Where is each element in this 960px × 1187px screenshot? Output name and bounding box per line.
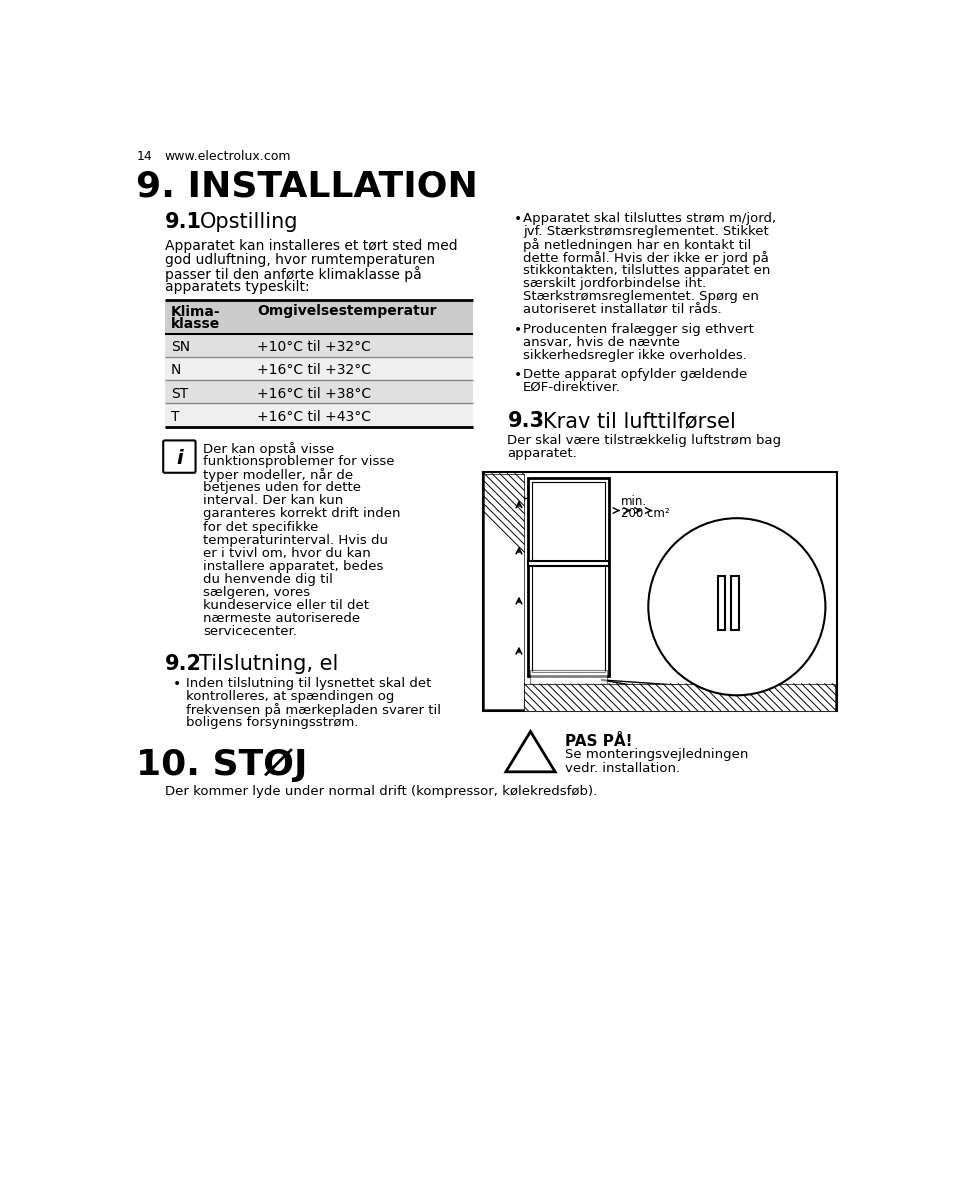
Text: betjenes uden for dette: betjenes uden for dette <box>204 481 361 494</box>
Text: 5 cm: 5 cm <box>526 484 555 497</box>
Text: N: N <box>171 363 181 377</box>
Text: apparatets typeskilt:: apparatets typeskilt: <box>165 280 309 294</box>
Bar <box>483 472 837 711</box>
Text: Der kan opstå visse: Der kan opstå visse <box>204 442 334 456</box>
Text: www.electrolux.com: www.electrolux.com <box>165 150 291 163</box>
Text: 9.2: 9.2 <box>165 654 202 674</box>
Bar <box>718 576 726 630</box>
Text: sikkerhedsregler ikke overholdes.: sikkerhedsregler ikke overholdes. <box>523 349 747 362</box>
Text: EØF-direktiver.: EØF-direktiver. <box>523 381 621 394</box>
Text: kundeservice eller til det: kundeservice eller til det <box>204 599 370 612</box>
Text: 14: 14 <box>136 150 152 163</box>
Text: autoriseret installatør til råds.: autoriseret installatør til råds. <box>523 304 722 317</box>
Text: god udluftning, hvor rumtemperaturen: god udluftning, hvor rumtemperaturen <box>165 253 435 267</box>
Text: Apparatet skal tilsluttes strøm m/jord,: Apparatet skal tilsluttes strøm m/jord, <box>523 211 776 224</box>
Text: Stærkstrømsreglementet. Spørg en: Stærkstrømsreglementet. Spørg en <box>523 291 758 304</box>
Text: T: T <box>171 410 180 424</box>
Text: Omgivelsestemperatur: Omgivelsestemperatur <box>257 304 437 318</box>
Bar <box>165 335 472 357</box>
Text: Producenten fralægger sig ethvert: Producenten fralægger sig ethvert <box>523 323 754 336</box>
Bar <box>165 380 472 404</box>
Text: min.: min. <box>620 495 647 508</box>
Text: ansvar, hvis de nævnte: ansvar, hvis de nævnte <box>523 336 680 349</box>
Text: Tilslutning, el: Tilslutning, el <box>200 654 339 674</box>
Text: dette formål. Hvis der ikke er jord på: dette formål. Hvis der ikke er jord på <box>523 250 769 265</box>
Text: særskilt jordforbindelse iht.: særskilt jordforbindelse iht. <box>523 278 706 290</box>
FancyBboxPatch shape <box>163 440 196 472</box>
Text: Der skal være tilstrækkelig luftstrøm bag: Der skal være tilstrækkelig luftstrøm ba… <box>508 434 781 447</box>
Text: temperaturinterval. Hvis du: temperaturinterval. Hvis du <box>204 534 388 546</box>
Text: for det specifikke: for det specifikke <box>204 521 319 533</box>
Text: ST: ST <box>171 387 188 400</box>
Ellipse shape <box>648 519 826 696</box>
Text: vedr. installation.: vedr. installation. <box>565 762 681 775</box>
Bar <box>530 669 608 684</box>
Bar <box>165 300 472 335</box>
Text: servicecenter.: servicecenter. <box>204 626 298 639</box>
Text: funktionsproblemer for visse: funktionsproblemer for visse <box>204 455 395 468</box>
Text: Opstilling: Opstilling <box>200 211 298 231</box>
Text: 9.3: 9.3 <box>508 411 544 431</box>
Text: apparatet.: apparatet. <box>508 447 577 461</box>
Text: Krav til lufttilførsel: Krav til lufttilførsel <box>542 411 735 431</box>
Bar <box>528 478 609 677</box>
Bar <box>165 404 472 426</box>
Text: +16°C til +32°C: +16°C til +32°C <box>257 363 372 377</box>
Text: +10°C til +32°C: +10°C til +32°C <box>257 341 371 355</box>
Text: PAS PÅ!: PAS PÅ! <box>565 734 633 749</box>
Text: frekvensen på mærkepladen svarer til: frekvensen på mærkepladen svarer til <box>185 703 441 717</box>
Text: i: i <box>176 449 182 468</box>
Bar <box>528 560 609 566</box>
Text: klasse: klasse <box>171 317 220 331</box>
Text: Klima-: Klima- <box>171 305 221 319</box>
Text: er i tvivl om, hvor du kan: er i tvivl om, hvor du kan <box>204 547 371 560</box>
Text: Dette apparat opfylder gældende: Dette apparat opfylder gældende <box>523 368 747 381</box>
Bar <box>524 684 835 711</box>
Text: Inden tilslutning til lysnettet skal det: Inden tilslutning til lysnettet skal det <box>185 677 431 690</box>
Text: kontrolleres, at spændingen og: kontrolleres, at spændingen og <box>185 690 394 703</box>
Text: du henvende dig til: du henvende dig til <box>204 573 333 586</box>
Bar <box>484 474 524 709</box>
Text: 9.1: 9.1 <box>165 211 202 231</box>
Text: stikkontakten, tilsluttes apparatet en: stikkontakten, tilsluttes apparatet en <box>523 264 770 277</box>
Text: •: • <box>514 368 522 382</box>
Text: jvf. Stærkstrømsreglementet. Stikket: jvf. Stærkstrømsreglementet. Stikket <box>523 224 769 237</box>
Text: typer modeller, når de: typer modeller, når de <box>204 468 353 482</box>
Bar <box>165 357 472 380</box>
Text: 200 cm²: 200 cm² <box>739 622 785 633</box>
Text: boligens forsyningsstrøm.: boligens forsyningsstrøm. <box>185 716 358 729</box>
Text: installere apparatet, bedes: installere apparatet, bedes <box>204 560 384 573</box>
Text: SN: SN <box>171 341 190 355</box>
Text: +16°C til +43°C: +16°C til +43°C <box>257 410 372 424</box>
Text: nærmeste autoriserede: nærmeste autoriserede <box>204 612 360 626</box>
Text: !: ! <box>526 745 535 764</box>
Text: 9. INSTALLATION: 9. INSTALLATION <box>136 170 478 203</box>
Text: sælgeren, vores: sælgeren, vores <box>204 586 310 599</box>
Text: 200 cm²: 200 cm² <box>620 507 669 520</box>
Bar <box>532 482 605 672</box>
Text: •: • <box>514 323 522 337</box>
Text: •: • <box>514 211 522 226</box>
Text: +16°C til +38°C: +16°C til +38°C <box>257 387 372 400</box>
Polygon shape <box>506 731 555 772</box>
Text: garanteres korrekt drift inden: garanteres korrekt drift inden <box>204 507 400 520</box>
Text: Der kommer lyde under normal drift (kompressor, kølekredsføb).: Der kommer lyde under normal drift (komp… <box>165 786 597 799</box>
Text: på netledningen har en kontakt til: på netledningen har en kontakt til <box>523 237 751 252</box>
Bar <box>732 576 739 630</box>
Text: Apparatet kan installeres et tørt sted med: Apparatet kan installeres et tørt sted m… <box>165 239 457 253</box>
Text: interval. Der kan kun: interval. Der kan kun <box>204 494 344 507</box>
Text: 10. STØJ: 10. STØJ <box>136 749 308 782</box>
Text: •: • <box>173 677 180 691</box>
Text: Se monteringsvejledningen: Se monteringsvejledningen <box>565 749 749 761</box>
Text: passer til den anførte klimaklasse på: passer til den anførte klimaklasse på <box>165 266 421 283</box>
Text: min.: min. <box>739 612 764 622</box>
